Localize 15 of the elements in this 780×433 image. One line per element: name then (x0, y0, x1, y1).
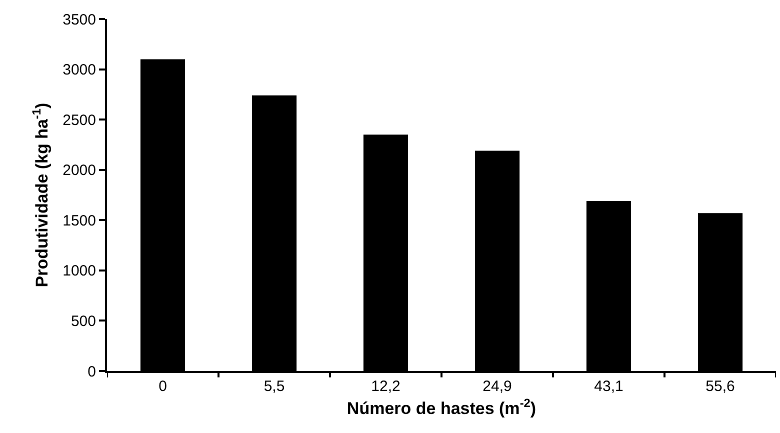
x-tick-label: 12,2 (371, 378, 400, 395)
y-tick-label: 1500 (62, 212, 96, 230)
y-tick-label: 3500 (62, 11, 96, 28)
y-tick-label: 0 (88, 363, 96, 380)
y-tick-label: 2000 (62, 162, 96, 180)
y-tick-label: 1000 (62, 262, 96, 280)
y-tick-label: 3000 (62, 62, 96, 79)
x-tick-label: 5,5 (264, 378, 285, 395)
x-axis-title: Número de hastes (m$^{-2}$) (346, 396, 536, 418)
y-tick-label: 500 (70, 312, 96, 330)
x-tick-label: 0 (158, 378, 167, 395)
x-tick-label: 43,1 (594, 378, 624, 395)
y-tick-label: 2500 (62, 112, 96, 129)
x-tick-label: 55,6 (706, 378, 735, 395)
x-tick-label: 24,9 (482, 378, 512, 395)
